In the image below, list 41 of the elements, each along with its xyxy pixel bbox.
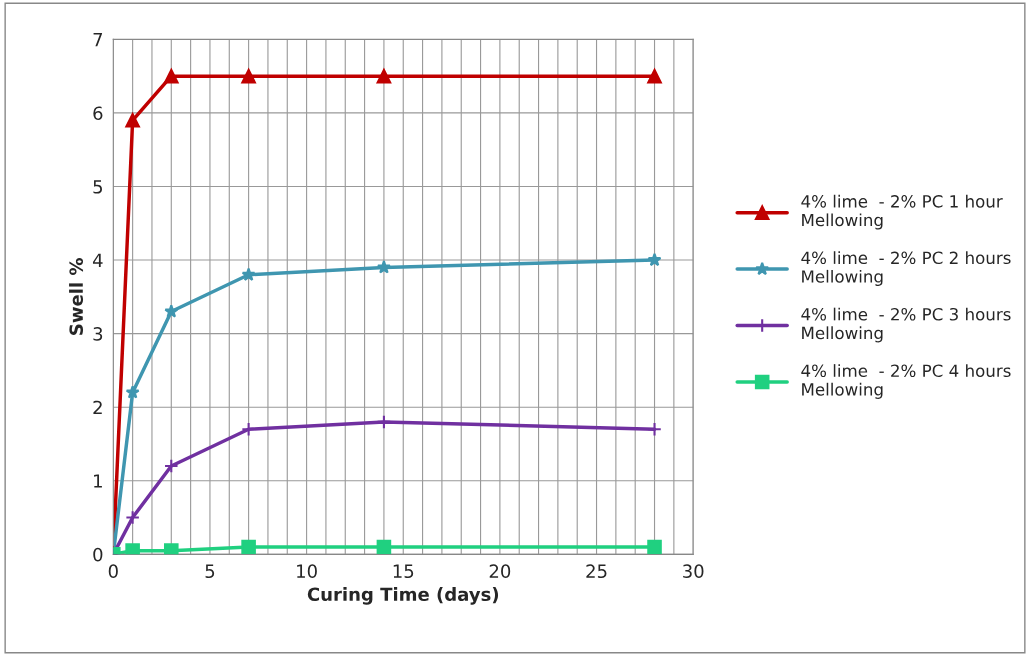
y-tick-label: 4	[92, 253, 103, 267]
point	[125, 510, 140, 525]
point	[376, 414, 392, 430]
y-tick-label: 2	[93, 400, 102, 415]
legend-label: 4% lime - 2% PC 2 hours Mellowing	[801, 251, 1011, 287]
point	[376, 260, 391, 274]
point	[164, 68, 179, 84]
x-tick-label: 30	[683, 564, 704, 579]
x-tick-label: 25	[586, 564, 607, 579]
point	[125, 385, 140, 399]
point	[647, 539, 662, 555]
y-tick-label: 0	[93, 547, 103, 562]
point	[241, 68, 256, 84]
y-tick-label: 1	[94, 474, 102, 488]
y-tick-label: 5	[93, 180, 102, 194]
point	[164, 458, 179, 474]
x-tick-label: 15	[393, 564, 414, 579]
point	[376, 539, 392, 555]
point	[125, 543, 140, 555]
y-axis-title: Swell %	[69, 258, 84, 335]
y-tick-label: 3	[93, 327, 103, 341]
point	[241, 539, 256, 555]
y-tick-label: 6	[93, 106, 103, 121]
x-tick-label: 10	[297, 564, 317, 579]
x-tick-label: 0	[108, 564, 118, 579]
point	[241, 421, 256, 437]
x-tick-label: 20	[489, 564, 511, 579]
point	[125, 112, 140, 128]
x-axis-title: Curing Time (days)	[307, 587, 499, 605]
point	[647, 68, 662, 84]
point	[376, 68, 392, 84]
y-tick-label: 7	[93, 33, 103, 47]
point	[647, 421, 662, 437]
point	[241, 267, 256, 281]
x-tick-label: 5	[205, 564, 215, 579]
legend-label: 4% lime - 2% PC 4 hours Mellowing	[801, 364, 1011, 399]
point	[164, 543, 179, 555]
legend-label: 4% lime - 2% PC 3 hours Mellowing	[801, 307, 1011, 343]
point	[647, 252, 662, 267]
point	[164, 304, 179, 318]
legend-label: 4% lime - 2% PC 1 hour Mellowing	[801, 194, 1003, 230]
